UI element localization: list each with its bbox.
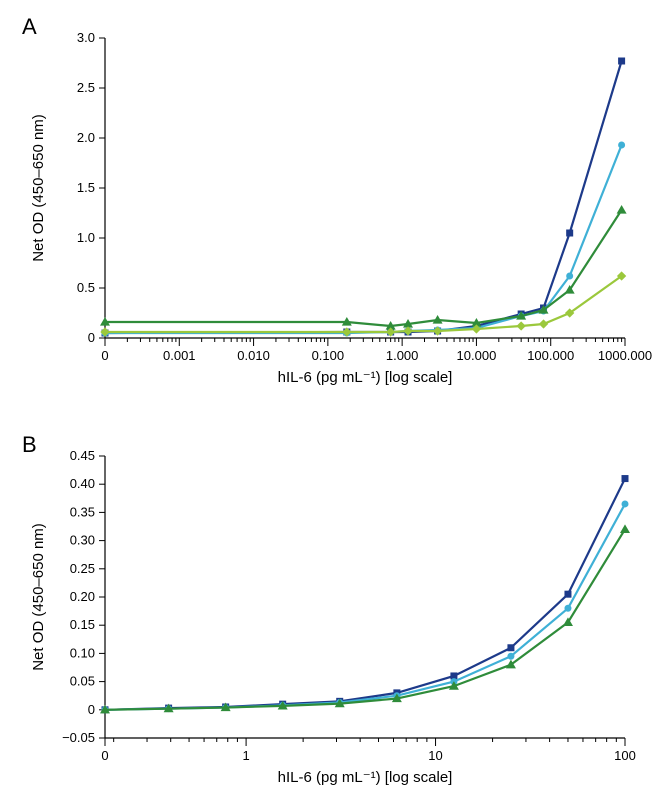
y-tick-label: 0 (88, 702, 95, 717)
x-tick-label: 0.100 (312, 348, 345, 363)
x-tick-label: 1.000 (386, 348, 419, 363)
x-axis-label: hIL-6 (pg mL⁻¹) [log scale] (278, 369, 453, 386)
y-tick-label: 0.05 (70, 674, 95, 689)
x-tick-label: 10.000 (457, 348, 497, 363)
y-tick-label: 0.35 (70, 504, 95, 519)
y-axis-label: Net OD (450–650 nm) (30, 523, 47, 671)
y-tick-label: 0.10 (70, 645, 95, 660)
x-tick-label: 1 (242, 748, 249, 763)
x-tick-label: 1000.000 (598, 348, 652, 363)
y-tick-label: 0.5 (77, 280, 95, 295)
series-triangle-line (105, 529, 625, 709)
x-tick-label: 0 (101, 748, 108, 763)
y-axis-label: Net OD (450–650 nm) (30, 114, 47, 262)
y-tick-label: 1.5 (77, 180, 95, 195)
y-tick-label: 0 (88, 330, 95, 345)
y-tick-label: −0.05 (62, 730, 95, 745)
y-tick-label: 3.0 (77, 30, 95, 45)
chart-b: −0.05 0 0.05 0.10 0.15 0.20 0.25 0.30 0.35 0.40 0.… (0, 400, 660, 800)
x-tick-label: 0.001 (163, 348, 196, 363)
x-tick-label: 0.010 (237, 348, 270, 363)
y-tick-label: 1.0 (77, 230, 95, 245)
series-circle-line (105, 504, 625, 710)
y-tick-label: 0.45 (70, 448, 95, 463)
series-square-line (105, 61, 622, 333)
x-tick-label: 100.000 (527, 348, 574, 363)
x-tick-label: 10 (428, 748, 442, 763)
y-tick-label: 0.40 (70, 476, 95, 491)
x-tick-label: 0 (101, 348, 108, 363)
x-tick-label: 100 (614, 748, 636, 763)
y-tick-label: 0.30 (70, 533, 95, 548)
y-tick-label: 0.20 (70, 589, 95, 604)
y-tick-label: 2.0 (77, 130, 95, 145)
chart-a: 0 0.5 1.0 1.5 2.0 2.5 3.0 Net OD (450–650 nm) 0 0… (0, 0, 660, 400)
x-axis-label: hIL-6 (pg mL⁻¹) [log scale] (278, 769, 453, 786)
y-tick-label: 2.5 (77, 80, 95, 95)
series-square-line (105, 479, 625, 710)
y-tick-label: 0.15 (70, 617, 95, 632)
y-tick-label: 0.25 (70, 561, 95, 576)
